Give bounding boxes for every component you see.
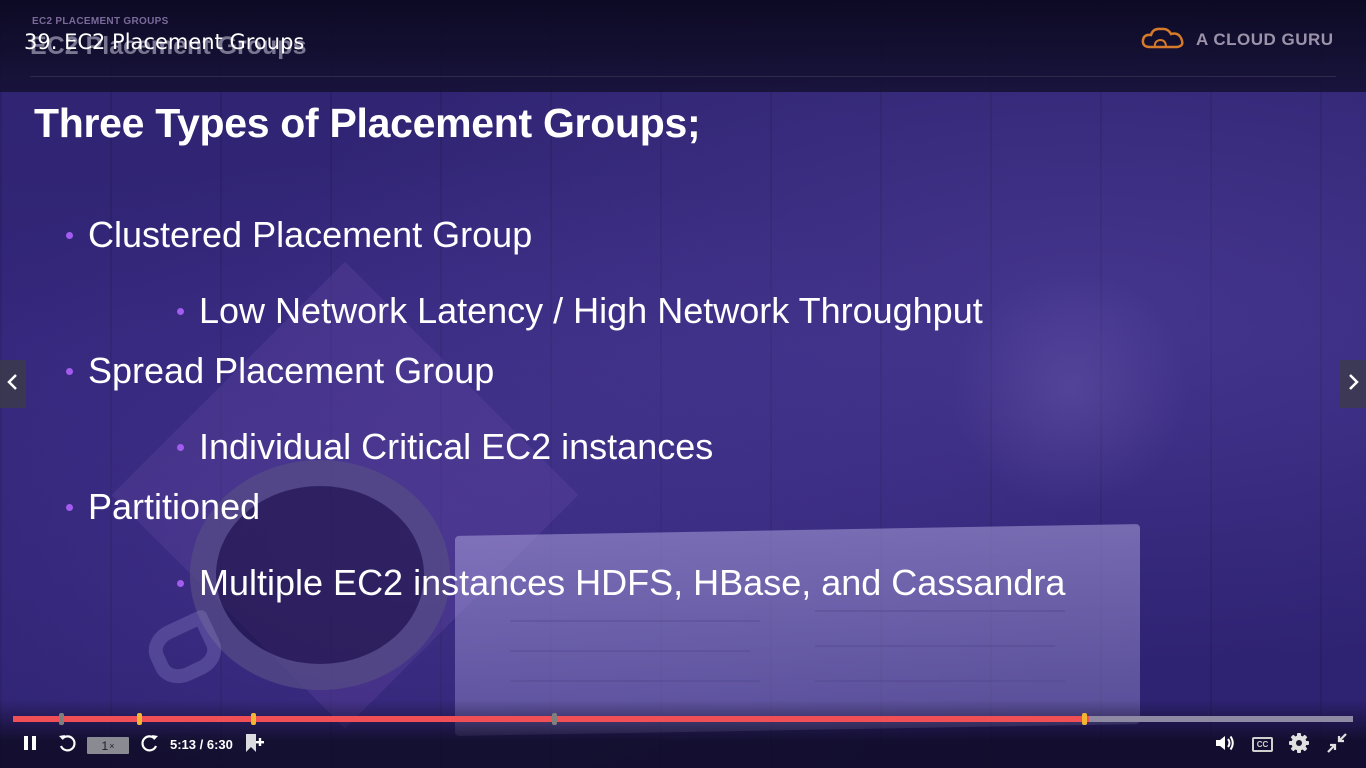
bullet-text: Low Network Latency / High Network Throu… [199,290,983,331]
book-text-line [815,680,1065,682]
progress-bar[interactable] [13,713,1353,725]
video-title: 39. EC2 Placement Groups [24,30,305,54]
forward-10-icon [140,733,160,758]
background-plant [940,260,1200,520]
pause-button[interactable] [18,733,42,757]
bullet-text: Partitioned [88,486,261,527]
settings-button[interactable] [1287,732,1311,759]
book-text-line [815,610,1065,612]
bullet-spread: Spread Placement Group [66,350,494,392]
progress-played [13,716,1090,722]
player-controls [0,700,1366,768]
brand-logo: A CLOUD GURU [1140,26,1334,54]
closed-captions-button[interactable]: CC [1252,737,1273,752]
time-display: 5:13 / 6:30 [170,737,233,752]
book-text-line [510,650,750,652]
exit-fullscreen-icon [1326,732,1348,759]
exit-fullscreen-button[interactable] [1325,732,1349,759]
next-lesson-button[interactable] [1340,360,1366,408]
title-bar: EC2 PLACEMENT GROUPS EC2 Placement Group… [0,0,1366,92]
bullet-clustered: Clustered Placement Group [66,214,532,256]
sub-bullet-critical: Individual Critical EC2 instances [177,426,713,468]
volume-icon [1214,733,1236,758]
bullet-dot-icon [66,503,73,511]
header-divider [30,76,1336,77]
speed-value: 1 [101,738,109,753]
speed-unit: × [109,740,115,751]
brand-name: A CLOUD GURU [1196,30,1334,49]
bullet-dot-icon [66,231,73,239]
replay-10-button[interactable] [55,733,79,757]
book-text-line [815,645,1055,647]
playback-speed-button[interactable]: 1 × [87,737,129,754]
replay-10-icon [57,733,77,758]
bullet-dot-icon [177,579,184,587]
previous-lesson-button[interactable] [0,360,26,408]
slide-section-label: EC2 PLACEMENT GROUPS [32,16,169,27]
sub-bullet-latency: Low Network Latency / High Network Throu… [177,290,983,332]
chapter-marker[interactable] [59,713,65,725]
volume-button[interactable] [1213,733,1237,757]
sub-bullet-hdfs: Multiple EC2 instances HDFS, HBase, and … [177,562,1065,604]
chapter-marker[interactable] [1081,713,1087,725]
settings-gear-icon [1288,732,1310,759]
chapter-marker[interactable] [552,713,558,725]
chapter-marker[interactable] [136,713,142,725]
bullet-partitioned: Partitioned [66,486,260,528]
add-bookmark-button[interactable] [242,733,266,757]
bullet-dot-icon [66,367,73,375]
chapter-marker[interactable] [250,713,256,725]
bullet-dot-icon [177,307,184,315]
cloud-logo-icon [1140,25,1186,56]
bullet-text: Spread Placement Group [88,350,495,391]
pause-icon [22,734,38,757]
bullet-dot-icon [177,443,184,451]
chevron-right-icon [1346,372,1360,397]
chevron-left-icon [6,372,20,397]
book-text-line [510,680,760,682]
forward-10-button[interactable] [138,733,162,757]
slide-title: Three Types of Placement Groups; [34,100,701,146]
bullet-text: Multiple EC2 instances HDFS, HBase, and … [199,562,1066,603]
book-text-line [510,620,760,622]
slide-header: EC2 Placement Groups [30,32,307,60]
closed-captions-icon: CC [1256,740,1269,749]
add-bookmark-icon [243,732,265,759]
bullet-text: Clustered Placement Group [88,214,533,255]
bullet-text: Individual Critical EC2 instances [199,426,714,467]
